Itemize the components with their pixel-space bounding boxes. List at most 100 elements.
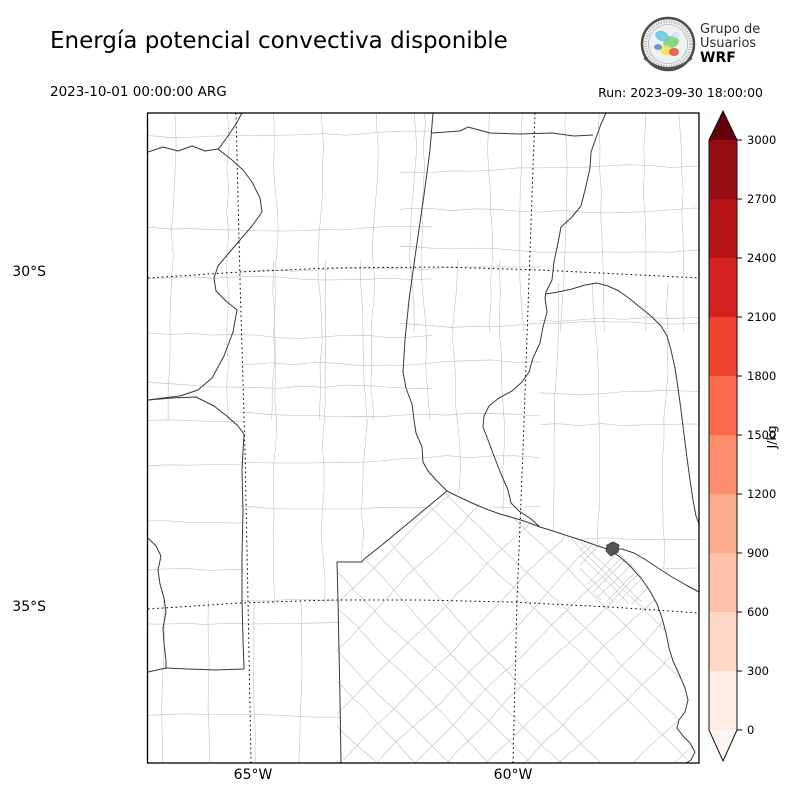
county-boundary-line xyxy=(484,264,488,594)
county-boundary-line xyxy=(580,553,629,605)
county-boundary-line xyxy=(343,491,652,761)
province-boundary xyxy=(666,335,700,525)
colorbar-tick-label: 2700 xyxy=(747,192,777,206)
county-boundary-line xyxy=(337,491,556,660)
province-boundary xyxy=(431,126,594,137)
province-boundary xyxy=(336,490,448,764)
county-boundary-line xyxy=(240,595,540,602)
county-boundary-line xyxy=(379,491,690,763)
county-boundary-line xyxy=(320,260,326,605)
county-boundary-line xyxy=(400,207,699,214)
county-boundary-line xyxy=(337,491,538,641)
county-boundary-line xyxy=(167,113,177,420)
county-boundary-line xyxy=(641,113,647,332)
colorbar-over-arrow xyxy=(709,111,737,140)
county-mesh-region xyxy=(118,576,360,763)
county-boundary-line xyxy=(337,567,570,763)
county-boundary-line xyxy=(182,204,186,644)
county-boundary-line xyxy=(400,164,699,173)
county-boundary-line xyxy=(540,315,699,322)
county-boundary-line xyxy=(420,113,431,420)
logo-map-blob xyxy=(654,44,662,50)
province-boundary xyxy=(147,396,245,673)
logo-ring-text xyxy=(644,20,692,68)
county-boundary-line xyxy=(337,491,644,763)
valid-time-label: 2023-10-01 00:00:00 ARG xyxy=(50,84,227,100)
county-boundary-line xyxy=(224,113,230,420)
county-boundary-line xyxy=(148,332,432,339)
county-boundary-line xyxy=(148,276,432,284)
county-boundary-line xyxy=(360,491,672,763)
county-boundary-line xyxy=(447,264,452,594)
colorbar-segment xyxy=(709,671,737,730)
colorbar-segment xyxy=(709,612,737,671)
logo-map-blob xyxy=(672,32,680,38)
graticule-gridline xyxy=(147,266,700,279)
county-boundary-line xyxy=(317,113,326,420)
county-boundary-line xyxy=(337,491,519,628)
county-boundary-line xyxy=(498,260,505,605)
latitude-tick-label: 30°S xyxy=(12,264,46,280)
county-boundary-line xyxy=(591,540,648,590)
county-boundary-line xyxy=(580,540,639,595)
colorbar-tick-label: 3000 xyxy=(747,133,777,147)
county-boundary-line xyxy=(270,260,278,605)
county-boundary-line xyxy=(614,569,648,605)
province-boundary xyxy=(217,112,243,150)
county-boundary-line xyxy=(559,113,568,332)
county-boundary-line xyxy=(161,635,601,642)
county-boundary-line xyxy=(451,260,462,605)
county-boundary-line xyxy=(148,417,244,422)
colorbar-tick-label: 0 xyxy=(747,723,755,737)
province-boundary xyxy=(446,490,541,528)
map-frame xyxy=(146,112,700,764)
county-boundary-line xyxy=(661,283,669,588)
colorbar-segment xyxy=(709,199,737,258)
county-mesh-region xyxy=(148,417,244,573)
logo-laurel xyxy=(643,57,693,69)
page-title: Energía potencial convectiva disponible xyxy=(50,28,508,54)
county-boundary-line xyxy=(372,491,688,761)
province-boundary xyxy=(147,537,167,668)
county-boundary-line xyxy=(253,600,256,763)
province-boundary xyxy=(147,145,263,401)
colorbar-under-arrow xyxy=(709,730,737,761)
colorbar-tick-label: 2400 xyxy=(747,251,777,265)
county-boundary-line xyxy=(148,463,244,470)
county-boundary-line xyxy=(337,509,625,763)
colorbar-segment xyxy=(709,494,737,553)
county-boundary-line xyxy=(240,359,540,369)
county-boundary-line xyxy=(609,563,648,605)
county-boundary-line xyxy=(161,600,165,763)
county-boundary-line xyxy=(222,204,226,644)
colorbar-tick-label: 300 xyxy=(747,664,769,678)
colorbar-tick-label: 900 xyxy=(747,546,769,560)
county-boundary-line xyxy=(364,398,716,404)
county-boundary-line xyxy=(240,455,540,464)
county-mesh-region xyxy=(337,491,694,763)
county-boundary-line xyxy=(337,491,575,680)
graticule-gridline xyxy=(512,112,536,764)
logo-text-line3: WRF xyxy=(700,50,736,66)
county-boundary-line xyxy=(240,266,540,274)
longitude-tick-label: 65°W xyxy=(233,767,273,783)
county-boundary-line xyxy=(148,127,432,138)
county-boundary-line xyxy=(297,600,303,763)
county-boundary-line xyxy=(148,226,432,232)
county-boundary-line xyxy=(207,600,211,763)
logo-text-line1: Grupo de xyxy=(700,22,761,37)
county-boundary-line xyxy=(410,491,694,723)
county-boundary-line xyxy=(400,245,699,253)
county-boundary-line xyxy=(270,113,279,420)
colorbar-segment xyxy=(709,317,737,376)
county-boundary-line xyxy=(337,547,585,763)
county-boundary-line xyxy=(148,568,244,573)
graticule-gridline xyxy=(147,599,700,614)
county-boundary-line xyxy=(540,388,699,396)
county-boundary-line xyxy=(337,491,632,735)
colorbar-segment xyxy=(709,376,737,435)
province-boundary xyxy=(402,112,448,492)
county-boundary-line xyxy=(118,576,360,579)
city-boundary-blob xyxy=(605,541,620,557)
